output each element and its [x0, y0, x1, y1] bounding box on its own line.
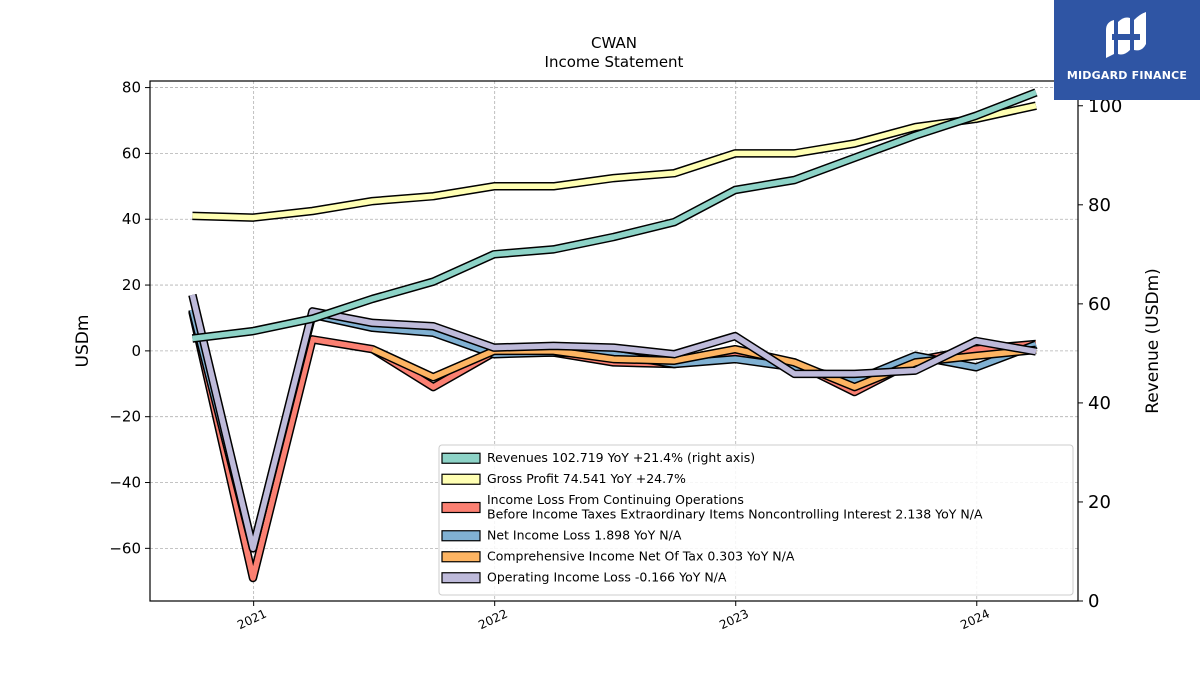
legend: Revenues 102.719 YoY +21.4% (right axis)…: [438, 444, 1074, 596]
y-tick-label: 0: [131, 342, 141, 360]
midgard-finance-logo: MIDGARD FINANCE: [1054, 0, 1200, 100]
legend-swatch-0: [441, 452, 481, 464]
y-axis-right-label: Revenue (USDm): [1143, 268, 1163, 414]
plot-frame: [149, 80, 1079, 602]
series-line-0: [192, 89, 1037, 342]
series-layer: [188, 88, 1038, 583]
y-tick-label: −40: [109, 474, 141, 492]
legend-swatch-3: [441, 530, 481, 542]
y-right-tick-label: 80: [1088, 195, 1111, 216]
series-outline-1: [192, 101, 1037, 222]
legend-swatch-2: [441, 501, 481, 514]
legend-label-5: Operating Income Loss -0.166 YoY N/A: [487, 570, 727, 585]
legend-swatch-4: [441, 551, 481, 563]
chart-subtitle: Income Statement: [545, 53, 684, 71]
legend-label-2: Income Loss From Continuing Operations: [487, 492, 744, 507]
y-right-tick-label: 20: [1088, 492, 1111, 513]
y-tick-label: 20: [122, 276, 141, 294]
logo-text: MIDGARD FINANCE: [1066, 69, 1188, 82]
y-right-tick-label: 60: [1088, 294, 1111, 315]
series-line-1: [192, 103, 1037, 221]
y-tick-label: 40: [122, 210, 141, 228]
legend-label-4: Comprehensive Income Net Of Tax 0.303 Yo…: [487, 549, 795, 564]
x-tick-label: 2024: [958, 607, 992, 633]
y-axis-label: USDm: [73, 315, 93, 368]
x-tick-label: 2023: [717, 607, 751, 633]
y-tick-label: 80: [122, 79, 141, 97]
legend-box: [438, 444, 1074, 596]
x-tick-label: 2021: [235, 607, 269, 633]
y-tick-label: 60: [122, 144, 141, 162]
legend-swatch-1: [441, 473, 481, 485]
y-right-tick-label: 40: [1088, 393, 1111, 414]
legend-label-2: Before Income Taxes Extraordinary Items …: [487, 507, 983, 522]
x-tick-label: 2022: [476, 607, 510, 633]
legend-swatch-5: [441, 572, 481, 584]
chart-title: CWAN: [591, 34, 637, 52]
y-right-tick-label: 100: [1088, 96, 1122, 117]
y-tick-label: −20: [109, 408, 141, 426]
y-tick-label: −60: [109, 539, 141, 557]
legend-label-3: Net Income Loss 1.898 YoY N/A: [487, 528, 682, 543]
legend-label-1: Gross Profit 74.541 YoY +24.7%: [487, 471, 686, 486]
legend-label-0: Revenues 102.719 YoY +21.4% (right axis): [487, 450, 755, 465]
y-right-tick-label: 0: [1088, 591, 1099, 612]
logo-mark-icon: [1106, 12, 1146, 58]
